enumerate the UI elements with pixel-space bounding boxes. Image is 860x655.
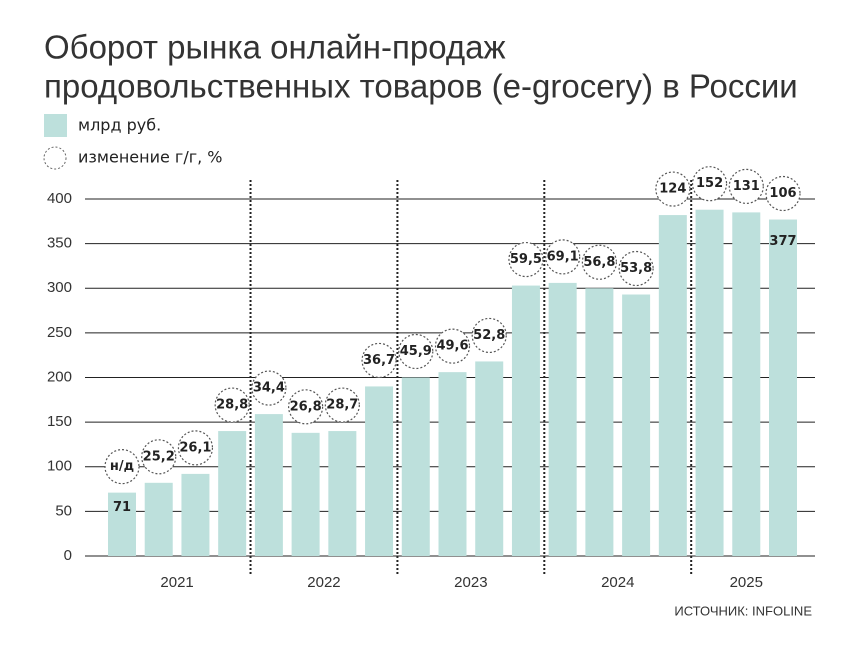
y-tick-label: 300 [47,279,72,296]
y-tick-label: 200 [47,368,72,385]
year-label: 2023 [454,574,487,591]
growth-label: 124 [659,182,686,197]
growth-circle [104,449,140,485]
source: ИСТОЧНИК: INFOLINE [674,603,812,618]
growth-circle [177,430,214,466]
bar [365,386,394,556]
bar [658,215,687,556]
y-tick-label: 400 [47,190,72,207]
growth-circle [141,439,177,475]
bar [328,431,357,556]
growth-circle [324,387,360,423]
growth-circle [618,250,654,287]
bar [108,492,136,556]
bar [695,209,724,556]
growth-circle [434,328,471,364]
growth-circle [655,171,691,207]
y-tick-label: 150 [47,413,72,430]
growth-circle [765,175,801,212]
growth-circle [288,389,324,425]
growth-label: 53,8 [620,261,652,276]
growth-label: 34,4 [253,381,285,396]
bar [511,285,540,556]
bar [438,372,467,556]
year-label: 2021 [160,574,193,591]
bar [585,288,614,556]
growth-label: 59,5 [510,252,542,267]
bar [622,294,651,556]
growth-label: 49,6 [436,339,468,354]
growth-label: 45,9 [400,344,432,359]
chart-title: Оборот рынка онлайн-продаж [44,29,506,66]
growth-label: 26,1 [179,440,211,455]
y-tick-label: 50 [55,502,72,519]
bar [254,414,283,556]
legend-circle [43,146,67,170]
growth-label: 131 [733,179,760,194]
growth-circle [251,370,287,406]
growth-label: 25,2 [143,449,175,464]
bar [401,377,430,556]
growth-circle [361,342,397,379]
growth-circle [545,239,581,275]
legend-label: изменение г/г, % [78,148,223,167]
growth-label: 26,8 [290,399,322,414]
y-tick-label: 250 [47,324,72,341]
year-label: 2022 [307,574,340,591]
y-tick-label: 0 [64,547,72,564]
bar [218,431,247,556]
year-label: 2024 [601,574,634,591]
y-tick-label: 100 [47,458,72,475]
value-label: 71 [113,500,131,515]
growth-label: 52,8 [473,328,505,343]
chart-title: продовольственных товаров (e-grocery) в … [44,68,798,105]
growth-label: 28,8 [216,398,248,413]
growth-circle [508,241,544,278]
year-label: 2025 [730,574,763,591]
growth-label: н/д [110,459,134,474]
bar [769,219,797,556]
growth-circle [471,317,507,354]
growth-label: 28,7 [326,398,358,413]
value-label: 377 [769,234,796,249]
growth-label: 56,8 [583,255,615,270]
bar [291,432,320,556]
bar [548,282,577,556]
growth-label: 152 [696,176,723,191]
growth-circle [728,168,764,204]
growth-label: 69,1 [547,249,579,264]
growth-label: 36,7 [363,353,395,368]
bar [144,482,173,556]
legend-swatch [44,114,67,137]
bar [475,361,504,556]
legend-label: млрд руб. [78,116,161,135]
bar [732,212,761,556]
growth-circle [214,387,250,423]
growth-circle [691,166,728,202]
y-tick-label: 350 [47,235,72,252]
growth-circle [581,244,617,280]
growth-label: 106 [769,186,796,201]
growth-circle [398,333,434,370]
bar [181,473,210,556]
